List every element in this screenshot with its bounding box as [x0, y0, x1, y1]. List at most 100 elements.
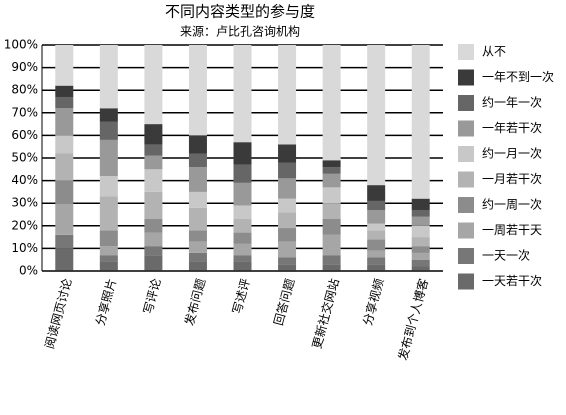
bar-segment	[233, 205, 252, 220]
x-tick-label: 分享照片	[92, 277, 119, 327]
legend-label: 约一年一次	[482, 95, 542, 110]
bar-segment	[322, 187, 341, 204]
bar-segment	[411, 259, 430, 267]
y-tick-label: 90%	[11, 60, 38, 74]
bar-segment	[55, 135, 74, 154]
y-tick-label: 70%	[11, 105, 38, 119]
bar-segment	[367, 230, 386, 240]
bar-segment	[55, 234, 74, 249]
bar-segment	[188, 135, 207, 154]
bar-segment	[278, 257, 297, 265]
bar-segment	[278, 178, 297, 199]
chart-title: 不同内容类型的参与度	[165, 3, 315, 21]
legend-label: 一月若干次	[482, 172, 542, 186]
chart-subtitle: 来源：卢比孔咨询机构	[180, 24, 300, 39]
y-tick-label: 60%	[11, 128, 38, 142]
bar-segment	[55, 85, 74, 97]
legend-label: 一周若干天	[482, 223, 542, 237]
bar-segment	[322, 203, 341, 220]
bar-segment	[144, 219, 163, 233]
bar-segment	[188, 153, 207, 168]
legend-label: 一年若干次	[482, 121, 542, 135]
bar-segment	[411, 216, 430, 226]
bar-segment	[278, 212, 297, 229]
bar-segment	[278, 264, 297, 271]
bar-segment	[322, 45, 341, 161]
bar-segment	[322, 264, 341, 271]
bar-segment	[144, 155, 163, 170]
bar-segment	[188, 252, 207, 262]
x-tick-label: 写评论	[141, 277, 164, 315]
legend-swatch	[458, 273, 474, 290]
bar-segment	[55, 153, 74, 181]
bar-segment	[367, 239, 386, 251]
bar-segment	[322, 234, 341, 256]
bar-segment	[99, 176, 118, 197]
bar-segment	[367, 45, 386, 186]
legend-swatch	[458, 248, 474, 264]
bar-segment	[99, 196, 118, 231]
bar-segment	[144, 169, 163, 192]
x-tick-label: 阅读网页讨论	[42, 277, 74, 350]
bar-segment	[99, 255, 118, 262]
bar-segment	[233, 164, 252, 183]
bar-segment	[233, 261, 252, 271]
bar-segment	[233, 45, 252, 143]
legend-swatch	[458, 171, 474, 188]
bar-segment	[99, 108, 118, 122]
y-tick-label: 80%	[11, 83, 38, 97]
bar-segment	[233, 219, 252, 233]
legend-label: 一天若干次	[482, 274, 542, 288]
x-tick-label: 回答问题	[270, 277, 297, 327]
x-tick-label: 发布问题	[181, 277, 208, 327]
bar-segment	[233, 243, 252, 256]
bar-segment	[99, 121, 118, 140]
legend-label: 一天一次	[482, 249, 530, 263]
legend-swatch	[458, 120, 474, 137]
bar-segment	[99, 261, 118, 271]
bar-segment	[367, 209, 386, 224]
bar-segment	[144, 45, 163, 125]
y-tick-label: 20%	[11, 218, 38, 232]
y-tick-label: 30%	[11, 196, 38, 210]
legend-label: 从不	[482, 45, 506, 59]
y-tick-label: 100%	[4, 38, 38, 52]
bar-segment	[99, 139, 118, 177]
bar-segment	[411, 225, 430, 238]
y-tick-label: 0%	[19, 264, 38, 278]
bar-segment	[55, 108, 74, 136]
y-tick-label: 40%	[11, 173, 38, 187]
bar-segment	[188, 230, 207, 242]
bar-segment	[99, 45, 118, 109]
bar-segment	[55, 96, 74, 109]
bar-segment	[411, 209, 430, 217]
bar-segment	[367, 264, 386, 271]
bar-segment	[411, 266, 430, 271]
bar-segment	[411, 198, 430, 210]
bar-segment	[278, 144, 297, 163]
bar-segment	[322, 255, 341, 265]
x-tick-label: 发布到个人博客	[395, 277, 431, 362]
x-tick-label: 写述评	[230, 277, 253, 315]
bar-segment	[188, 45, 207, 136]
bar-segment	[278, 198, 297, 213]
bar-segment	[322, 160, 341, 168]
bar-segment	[144, 232, 163, 247]
bar-segment	[411, 237, 430, 247]
bar-segment	[144, 144, 163, 156]
bar-segment	[55, 45, 74, 86]
bar-segment	[322, 173, 341, 188]
bar-segment	[55, 248, 74, 271]
bar-segment	[188, 191, 207, 208]
bar-segment	[278, 241, 297, 258]
bar-segment	[55, 180, 74, 204]
legend-swatch	[458, 95, 474, 111]
bar-segment	[367, 250, 386, 258]
bar-segment	[55, 203, 74, 235]
bar-segment	[188, 261, 207, 271]
legend-swatch	[458, 222, 474, 239]
bar-segment	[367, 257, 386, 265]
y-tick-label: 10%	[11, 241, 38, 255]
bar-segment	[278, 45, 297, 145]
bar-segment	[278, 162, 297, 179]
